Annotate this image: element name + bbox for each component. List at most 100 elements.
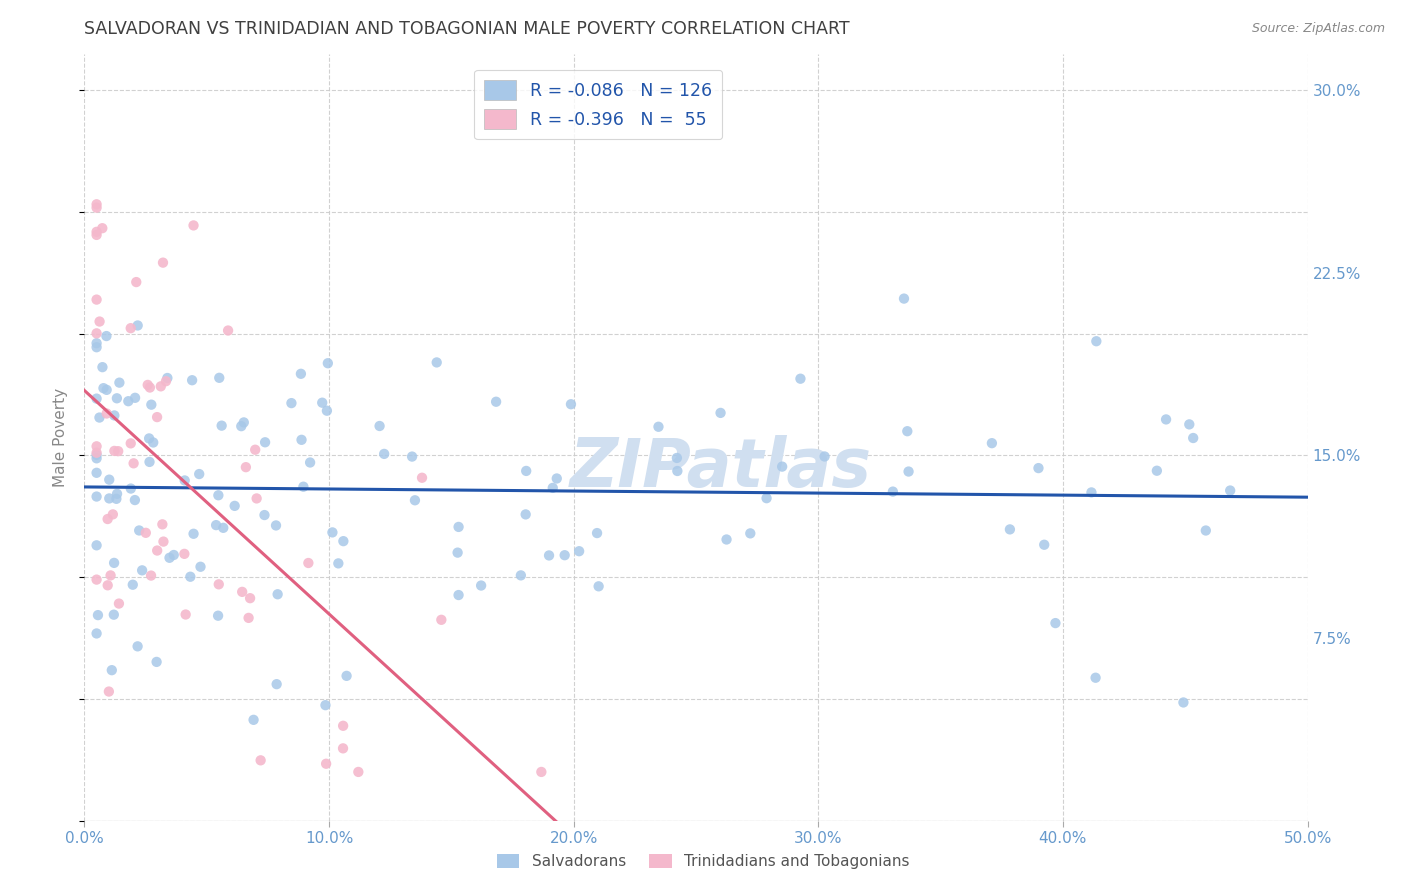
- Point: [235, 460, 257, 475]
- Point: [86, 340, 108, 354]
- Point: [446, 546, 468, 560]
- Point: [1146, 464, 1168, 478]
- Text: SALVADORAN VS TRINIDADIAN AND TOBAGONIAN MALE POVERTY CORRELATION CHART: SALVADORAN VS TRINIDADIAN AND TOBAGONIAN…: [84, 21, 851, 38]
- Point: [332, 534, 354, 549]
- Point: [86, 225, 108, 239]
- Point: [100, 568, 122, 582]
- Point: [86, 451, 108, 466]
- Point: [103, 556, 125, 570]
- Point: [232, 416, 254, 430]
- Point: [120, 436, 142, 450]
- Point: [297, 556, 319, 570]
- Point: [124, 493, 146, 508]
- Point: [108, 376, 131, 390]
- Point: [188, 467, 211, 481]
- Point: [411, 471, 433, 485]
- Point: [893, 292, 915, 306]
- Point: [254, 435, 277, 450]
- Point: [292, 480, 315, 494]
- Point: [127, 640, 149, 654]
- Point: [152, 534, 174, 549]
- Point: [290, 367, 312, 381]
- Point: [980, 436, 1002, 450]
- Point: [86, 336, 108, 351]
- Point: [86, 197, 108, 211]
- Point: [86, 448, 108, 462]
- Point: [315, 756, 337, 771]
- Point: [316, 403, 339, 417]
- Point: [373, 447, 395, 461]
- Point: [98, 473, 121, 487]
- Point: [190, 559, 212, 574]
- Point: [896, 424, 918, 438]
- Point: [142, 435, 165, 450]
- Point: [121, 578, 143, 592]
- Point: [152, 255, 174, 269]
- Point: [86, 490, 108, 504]
- Legend: R = -0.086   N = 126, R = -0.396   N =  55: R = -0.086 N = 126, R = -0.396 N = 55: [474, 70, 723, 139]
- Point: [86, 326, 108, 341]
- Point: [87, 608, 110, 623]
- Point: [107, 444, 129, 458]
- Point: [122, 456, 145, 470]
- Point: [290, 433, 312, 447]
- Point: [328, 557, 350, 571]
- Point: [321, 525, 343, 540]
- Point: [120, 482, 142, 496]
- Point: [101, 508, 124, 522]
- Point: [666, 464, 689, 478]
- Point: [224, 499, 246, 513]
- Point: [103, 409, 125, 423]
- Point: [207, 488, 229, 502]
- Point: [242, 713, 264, 727]
- Point: [316, 356, 339, 370]
- Point: [447, 588, 470, 602]
- Point: [882, 484, 904, 499]
- Point: [96, 407, 118, 421]
- Point: [1028, 461, 1050, 475]
- Point: [101, 663, 124, 677]
- Point: [347, 764, 370, 779]
- Point: [181, 373, 204, 387]
- Point: [86, 538, 108, 552]
- Point: [208, 577, 231, 591]
- Point: [211, 418, 233, 433]
- Point: [541, 481, 564, 495]
- Point: [1219, 483, 1241, 498]
- Point: [93, 381, 115, 395]
- Point: [97, 684, 120, 698]
- Point: [138, 455, 160, 469]
- Point: [1033, 538, 1056, 552]
- Point: [89, 314, 111, 328]
- Point: [485, 394, 508, 409]
- Point: [1080, 485, 1102, 500]
- Point: [128, 524, 150, 538]
- Point: [231, 585, 253, 599]
- Point: [515, 464, 537, 478]
- Point: [86, 626, 108, 640]
- Point: [105, 487, 128, 501]
- Point: [1154, 412, 1177, 426]
- Point: [86, 227, 108, 242]
- Point: [120, 321, 142, 335]
- Point: [173, 474, 195, 488]
- Point: [311, 395, 333, 409]
- Point: [86, 466, 108, 480]
- Point: [150, 517, 173, 532]
- Point: [530, 764, 553, 779]
- Point: [249, 753, 271, 767]
- Point: [586, 526, 609, 541]
- Point: [183, 219, 205, 233]
- Point: [145, 655, 167, 669]
- Point: [280, 396, 302, 410]
- Point: [1178, 417, 1201, 432]
- Point: [568, 544, 591, 558]
- Point: [138, 432, 160, 446]
- Point: [127, 318, 149, 333]
- Point: [1195, 524, 1218, 538]
- Point: [336, 669, 359, 683]
- Point: [266, 677, 288, 691]
- Point: [91, 221, 114, 235]
- Point: [98, 491, 121, 506]
- Point: [139, 568, 162, 582]
